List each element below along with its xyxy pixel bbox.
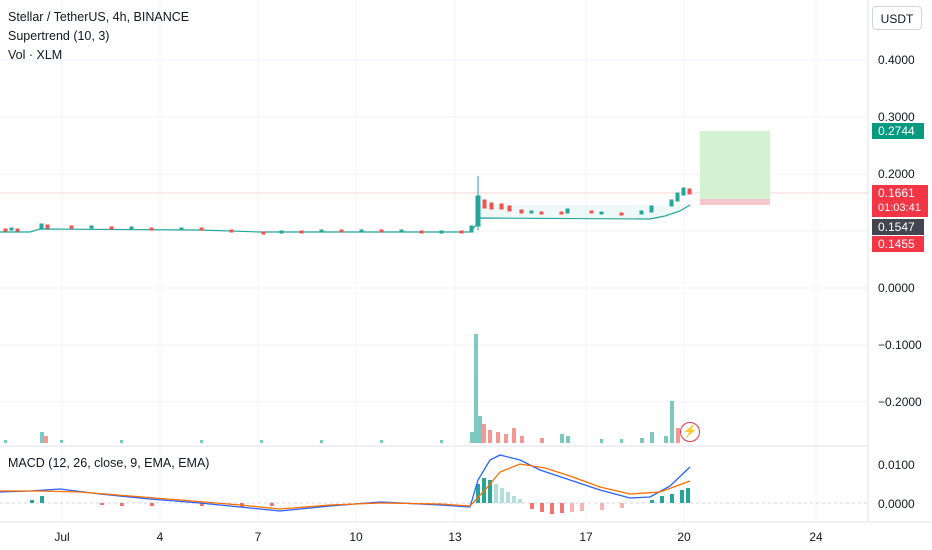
price-tick: 0.0000 [878, 281, 915, 295]
flash-icon[interactable]: ⚡ [680, 422, 700, 442]
time-tick: 4 [156, 530, 164, 544]
macd-line [0, 454, 691, 512]
price-tick: 0.4000 [878, 53, 915, 67]
currency-button[interactable]: USDT [872, 6, 922, 30]
macd-label[interactable]: MACD (12, 26, close, 9, EMA, EMA) [8, 456, 210, 470]
target-price-tag: 0.2744 [872, 123, 924, 139]
target-zone [700, 131, 770, 199]
grid [0, 0, 868, 522]
price-tick: −0.1000 [878, 338, 922, 352]
last-price-tag: 0.1661 01:03:41 [872, 185, 928, 217]
macd-tick: 0.0000 [878, 497, 915, 511]
stop-zone [700, 199, 770, 205]
time-tick: Jul [54, 530, 70, 544]
price-candles [3, 176, 692, 235]
price-tick: −0.2000 [878, 395, 922, 409]
last-price: 0.1661 [878, 186, 915, 200]
macd-histogram [30, 478, 690, 514]
macd-tick: 0.0100 [878, 458, 915, 472]
time-tick: 24 [809, 530, 823, 544]
volume-bars [4, 334, 680, 443]
signal-line [0, 463, 691, 510]
stop-price-tag: 0.1455 [872, 236, 924, 252]
time-tick: 7 [254, 530, 262, 544]
time-tick: 20 [677, 530, 691, 544]
time-tick: 10 [349, 530, 363, 544]
time-tick: 13 [448, 530, 462, 544]
supertrend-label[interactable]: Supertrend (10, 3) [8, 29, 110, 43]
time-tick: 17 [579, 530, 593, 544]
chart-legend: Stellar / TetherUS, 4h, BINANCE Supertre… [8, 8, 189, 65]
symbol-title[interactable]: Stellar / TetherUS, 4h, BINANCE [8, 10, 190, 24]
bar-countdown: 01:03:41 [878, 202, 921, 214]
price-tick: 0.3000 [878, 110, 915, 124]
volume-label[interactable]: Vol · XLM [8, 48, 63, 62]
price-tick: 0.2000 [878, 167, 915, 181]
supertrend-price-tag: 0.1547 [872, 219, 924, 235]
